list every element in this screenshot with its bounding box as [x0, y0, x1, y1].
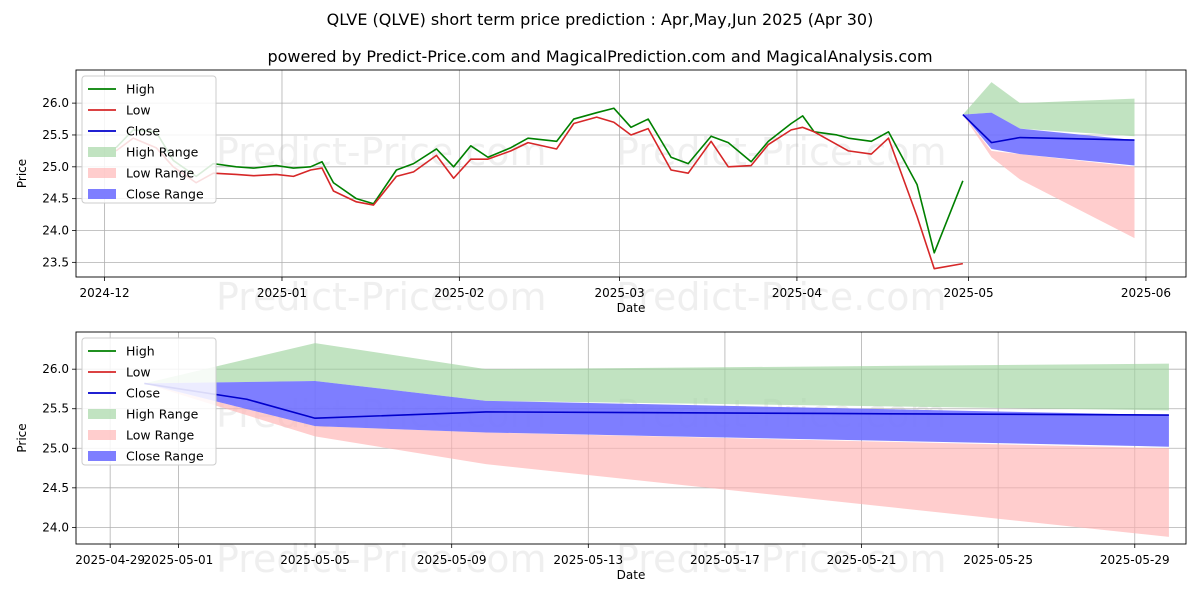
- y-tick-label: 25.0: [42, 160, 69, 174]
- x-tick-label: 2025-05-01: [144, 553, 214, 567]
- x-tick-label: 2025-02: [434, 286, 484, 300]
- low-series-line: [115, 116, 963, 270]
- legend-swatch: [88, 189, 116, 199]
- top-panel: Predict-Price.com Predict-Price.comPredic…: [15, 69, 1187, 319]
- x-axis-label: Date: [617, 301, 646, 315]
- legend-label: Low: [126, 103, 151, 118]
- x-tick-label: 2025-05-29: [1100, 553, 1170, 567]
- y-tick-label: 23.5: [42, 255, 69, 269]
- legend-label: Close Range: [126, 187, 204, 202]
- legend-label: Close: [126, 124, 160, 139]
- legend-label: Low: [126, 365, 151, 380]
- legend-label: Close: [126, 386, 160, 401]
- legend-label: Low Range: [126, 428, 195, 443]
- x-tick-label: 2025-05-25: [963, 553, 1033, 567]
- y-tick-label: 24.5: [42, 192, 69, 206]
- watermark-text: Predict-Price.com: [216, 275, 547, 319]
- legend-swatch: [88, 147, 116, 157]
- x-tick-label: 2025-06: [1121, 286, 1171, 300]
- y-tick-label: 25.5: [42, 402, 69, 416]
- x-axis-label: Date: [617, 568, 646, 582]
- y-tick-label: 24.0: [42, 224, 69, 238]
- low-range-band: [144, 383, 1169, 537]
- chart-subtitle: powered by Predict-Price.com and Magical…: [267, 47, 932, 66]
- x-tick-label: 2025-05-13: [553, 553, 623, 567]
- axes-frame: [75, 331, 1187, 545]
- chart-title: QLVE (QLVE) short term price prediction …: [327, 10, 874, 29]
- low-range-band: [962, 114, 1135, 239]
- plot-area: [144, 343, 1169, 537]
- y-tick-label: 26.0: [42, 96, 69, 110]
- plot-area: [115, 82, 1135, 270]
- x-tick-label: 2025-04: [772, 286, 822, 300]
- legend-label: High: [126, 82, 155, 97]
- y-axis-label: Price: [15, 159, 29, 188]
- y-tick-label: 24.0: [42, 520, 69, 534]
- x-tick-label: 2025-03: [594, 286, 644, 300]
- close-series-line: [144, 382, 1169, 420]
- close-series-line: [962, 114, 1135, 144]
- legend-label: High: [126, 344, 155, 359]
- close-range-band: [144, 381, 1169, 447]
- x-tick-label: 2025-01: [257, 286, 307, 300]
- x-tick-label: 2024-12: [80, 286, 130, 300]
- high-range-band: [962, 82, 1135, 137]
- y-tick-label: 26.0: [42, 362, 69, 376]
- legend-swatch: [88, 430, 116, 440]
- high-range-band: [144, 343, 1169, 411]
- legend-label: Close Range: [126, 449, 204, 464]
- x-tick-label: 2025-05-17: [690, 553, 760, 567]
- legend-label: High Range: [126, 145, 199, 160]
- y-axis-label: Price: [15, 423, 29, 452]
- legend-label: Low Range: [126, 166, 195, 181]
- y-tick-label: 25.5: [42, 128, 69, 142]
- bottom-panel: Predict-Price.comPredict-Price.comPredic…: [15, 331, 1187, 582]
- y-tick-label: 24.5: [42, 481, 69, 495]
- x-tick-label: 2025-04-29: [75, 553, 145, 567]
- y-tick-label: 25.0: [42, 441, 69, 455]
- legend-label: High Range: [126, 407, 199, 422]
- legend-swatch: [88, 451, 116, 461]
- legend-swatch: [88, 168, 116, 178]
- x-tick-label: 2025-05-05: [280, 553, 350, 567]
- close-range-band: [962, 112, 1135, 166]
- legend-swatch: [88, 409, 116, 419]
- watermark-text: Predict-Price.com: [616, 275, 947, 319]
- x-tick-label: 2025-05-09: [417, 553, 487, 567]
- x-tick-label: 2025-05: [944, 286, 994, 300]
- high-series-line: [115, 107, 964, 254]
- axes-frame: [75, 69, 1187, 278]
- x-tick-label: 2025-05-21: [827, 553, 897, 567]
